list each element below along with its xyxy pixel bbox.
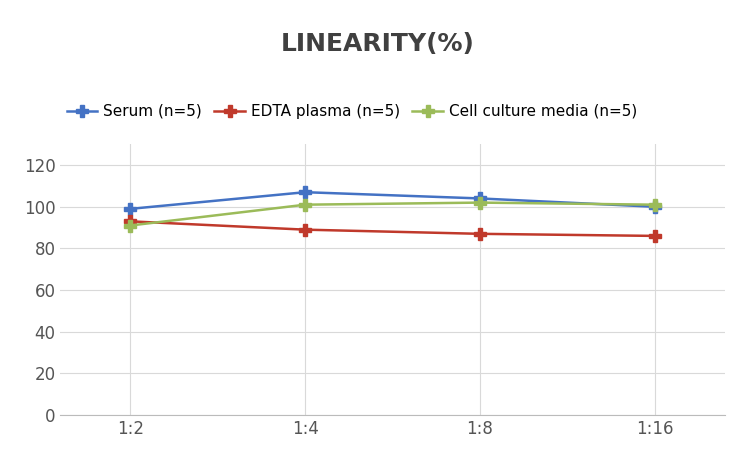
- Line: Cell culture media (n=5): Cell culture media (n=5): [125, 197, 661, 231]
- EDTA plasma (n=5): [476, 231, 485, 236]
- EDTA plasma (n=5): [126, 219, 135, 224]
- Serum (n=5): [300, 189, 310, 195]
- Cell culture media (n=5): [650, 202, 659, 207]
- Text: LINEARITY(%): LINEARITY(%): [281, 32, 474, 55]
- Serum (n=5): [650, 204, 659, 209]
- Cell culture media (n=5): [300, 202, 310, 207]
- EDTA plasma (n=5): [300, 227, 310, 232]
- Cell culture media (n=5): [126, 223, 135, 228]
- Serum (n=5): [476, 196, 485, 201]
- Legend: Serum (n=5), EDTA plasma (n=5), Cell culture media (n=5): Serum (n=5), EDTA plasma (n=5), Cell cul…: [60, 98, 643, 125]
- Cell culture media (n=5): [476, 200, 485, 205]
- EDTA plasma (n=5): [650, 233, 659, 239]
- Serum (n=5): [126, 206, 135, 212]
- Line: EDTA plasma (n=5): EDTA plasma (n=5): [125, 216, 661, 241]
- Line: Serum (n=5): Serum (n=5): [125, 187, 661, 214]
